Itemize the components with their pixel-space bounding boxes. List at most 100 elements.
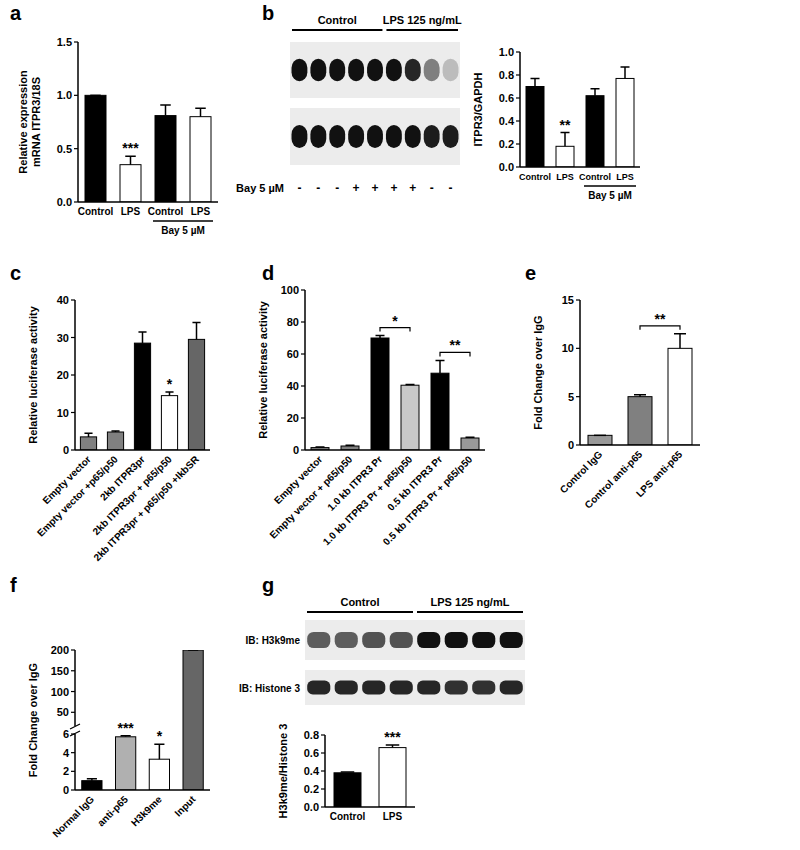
- x-tick-label: LPS: [616, 172, 634, 182]
- x-tick-label: LPS: [121, 206, 141, 217]
- y-tick-label: 5: [568, 391, 574, 403]
- y-tick: [71, 691, 75, 692]
- bar: [556, 146, 574, 167]
- blot-group-line: [307, 611, 413, 613]
- y-tick: [321, 770, 325, 771]
- x-tick-label: LPS: [556, 172, 574, 182]
- blot-band: [405, 125, 421, 148]
- y-tick-label: 40: [287, 380, 299, 392]
- bar: [183, 650, 203, 790]
- x-axis: [305, 449, 485, 451]
- blot-membrane: [290, 42, 460, 98]
- x-axis: [325, 806, 415, 808]
- error-bar: [90, 95, 101, 97]
- x-tick-label: Control: [78, 206, 114, 217]
- blot-band: [292, 125, 308, 148]
- blot-band: [348, 59, 364, 81]
- y-tick-label: 1.0: [499, 46, 514, 58]
- y-tick: [576, 348, 580, 349]
- blot-membrane: [305, 620, 525, 660]
- blot-band: [386, 125, 402, 148]
- x-axis: [78, 201, 218, 203]
- significance: *: [157, 728, 163, 744]
- y-tick: [71, 712, 75, 713]
- y-tick-label: 1.5: [57, 36, 72, 48]
- marks: [85, 95, 211, 202]
- y-tick: [71, 670, 75, 671]
- error-bar: [160, 105, 171, 116]
- blot-band: [417, 681, 440, 695]
- panel-label: g: [262, 574, 274, 596]
- y-tick-label: 0.0: [499, 161, 514, 173]
- blot-band: [405, 59, 421, 81]
- blot-lane-sign: +: [390, 181, 397, 195]
- x-axis: [520, 166, 640, 168]
- blot-band: [500, 632, 523, 648]
- x-tick-label: anti-p65: [95, 793, 130, 828]
- bar: [431, 373, 449, 450]
- bar: [190, 117, 211, 202]
- y-axis-label: Relative expression: [17, 70, 29, 174]
- blot-band: [424, 125, 440, 148]
- group-line: [153, 220, 213, 222]
- y-tick: [321, 806, 325, 807]
- y-tick-label: 0: [293, 444, 299, 456]
- blot-band: [472, 681, 495, 695]
- y-tick-label: 0: [568, 439, 574, 451]
- bar: [116, 737, 136, 790]
- x-tick-label: Control: [579, 172, 611, 182]
- blot-band: [348, 125, 364, 148]
- bar: [85, 95, 106, 202]
- x-tick-label: H3k9me: [129, 793, 164, 828]
- x-tick-label: Control: [330, 811, 366, 822]
- y-tick: [71, 449, 75, 450]
- y-tick-label: 1.0: [57, 89, 72, 101]
- y-tick: [321, 734, 325, 735]
- blot-band: [329, 59, 345, 81]
- y-tick: [321, 752, 325, 753]
- blot-lane-sign: -: [430, 181, 434, 195]
- error-bar: [111, 431, 119, 432]
- y-axis: [74, 650, 76, 726]
- bar: [107, 432, 123, 450]
- blot-lane-sign: -: [449, 181, 453, 195]
- error-bar: [674, 334, 686, 349]
- panel-label: e: [525, 262, 536, 284]
- blot-band: [335, 632, 358, 648]
- blot-band: [362, 632, 385, 648]
- bar: [155, 116, 176, 202]
- figure: abcdefgControlLPS 125 ng/mLBay 5 µM---++…: [0, 0, 800, 850]
- y-tick: [71, 337, 75, 338]
- blot-band: [367, 59, 383, 81]
- error-bar: [466, 436, 475, 438]
- y-tick-label: 200: [51, 644, 69, 656]
- y-tick: [71, 649, 75, 650]
- blot-row-label: IB: H3k9me: [246, 635, 301, 646]
- blot-band: [335, 681, 358, 695]
- y-tick-label: 6: [63, 728, 69, 740]
- x-tick-label: Control: [148, 206, 184, 217]
- y-axis-label: Relative luciferase activity: [257, 300, 269, 438]
- y-tick-label: 10: [57, 407, 69, 419]
- y-tick-label: 2: [63, 765, 69, 777]
- y-tick-label: 0.0: [304, 801, 319, 813]
- blot-band: [445, 632, 468, 648]
- y-axis-label: Relative luciferase activity: [27, 305, 39, 443]
- panel-label: b: [262, 2, 274, 24]
- y-tick: [516, 51, 520, 52]
- y-tick: [71, 771, 75, 772]
- blot-row-label: Bay 5 µM: [236, 182, 284, 194]
- y-tick: [71, 374, 75, 375]
- chart: 010203040Relative luciferase activityEmp…: [27, 294, 210, 563]
- bar: [401, 385, 419, 450]
- y-axis-label: Fold Change over IgG: [27, 663, 39, 777]
- y-axis-label: ITPR3/GAPDH: [472, 72, 484, 146]
- y-tick: [71, 789, 75, 790]
- chart: 024650100150200Fold Change over IgGNorma…: [27, 644, 210, 840]
- y-tick-label: 4: [63, 747, 70, 759]
- y-axis: [519, 52, 521, 167]
- significance: ***: [117, 720, 134, 736]
- y-tick-label: 0.2: [304, 783, 319, 795]
- y-tick: [301, 289, 305, 290]
- y-tick: [71, 752, 75, 753]
